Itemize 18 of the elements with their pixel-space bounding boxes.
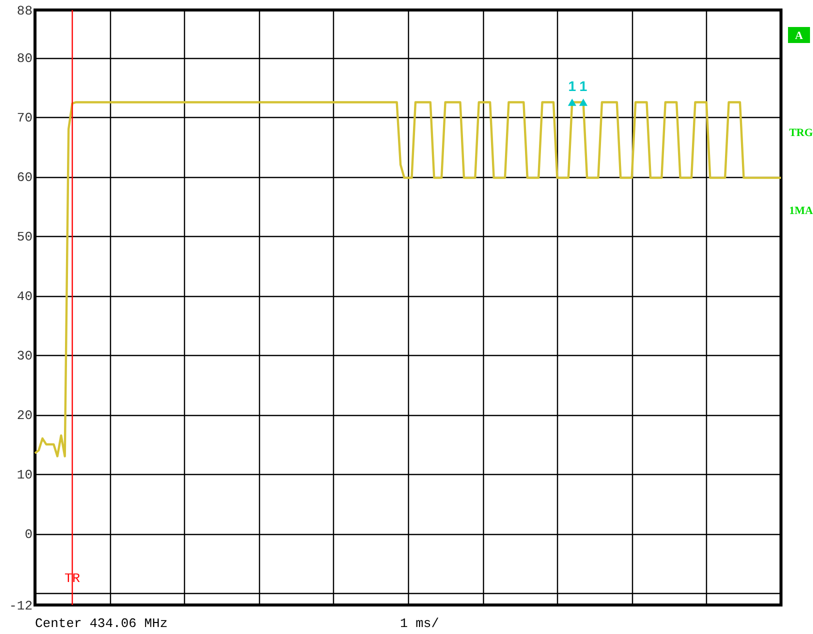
y-tick-label: 60 <box>16 170 32 186</box>
text: 1MA <box>789 205 813 217</box>
annotation: 1 <box>568 78 576 94</box>
y-tick-label: -12 <box>9 598 32 614</box>
y-tick-label: 0 <box>24 527 32 542</box>
text: Center 434.06 MHz <box>35 616 168 631</box>
annotation: 1 <box>579 78 588 94</box>
text: TRG <box>789 127 813 139</box>
y-tick-label: 50 <box>16 230 32 245</box>
y-tick-label: 30 <box>16 348 32 364</box>
y-tick-label: 80 <box>16 51 32 66</box>
y-tick-label: 40 <box>16 289 32 304</box>
y-tick-label: 10 <box>16 468 32 483</box>
y-tick-label: 20 <box>16 408 32 424</box>
y-tick-label: 70 <box>16 110 32 126</box>
text: A <box>795 30 804 42</box>
text: 1 ms/ <box>400 616 440 631</box>
y-tick-label: 88 <box>16 4 32 18</box>
